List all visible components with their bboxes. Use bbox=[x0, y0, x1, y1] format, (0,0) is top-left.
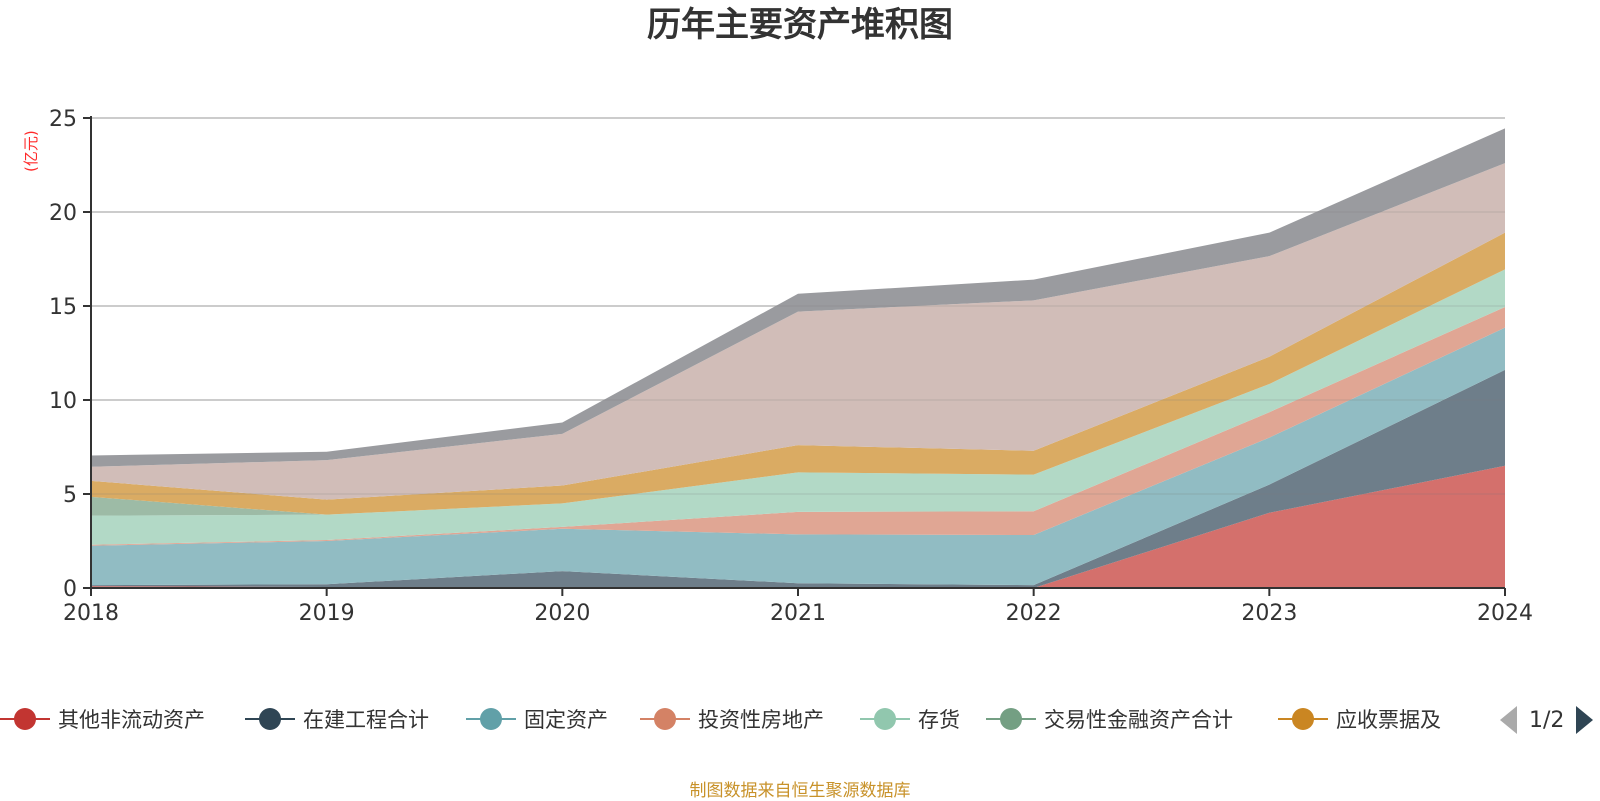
area-series-6[interactable] bbox=[91, 232, 1505, 515]
x-tick-label: 2024 bbox=[1477, 601, 1533, 626]
legend-marker-icon bbox=[986, 707, 1036, 731]
x-tick-label: 2020 bbox=[534, 601, 590, 626]
x-tick-label: 2018 bbox=[63, 601, 119, 626]
x-axis-ticks: 2018 2019 2020 2021 2022 2023 2024 bbox=[63, 588, 1533, 626]
legend-item[interactable]: 固定资产 bbox=[466, 700, 608, 738]
legend-label: 投资性房地产 bbox=[698, 708, 824, 732]
y-tick-label: 20 bbox=[49, 201, 77, 226]
y-tick-label: 15 bbox=[49, 295, 77, 320]
legend-label: 应收票据及 bbox=[1336, 708, 1441, 732]
legend-item[interactable]: 其他非流动资产 bbox=[0, 700, 205, 738]
chart-title: 历年主要资产堆积图 bbox=[647, 5, 953, 45]
legend-label: 其他非流动资产 bbox=[58, 708, 205, 732]
legend-label: 固定资产 bbox=[524, 708, 608, 732]
legend-item[interactable]: 投资性房地产 bbox=[640, 700, 824, 738]
legend: 其他非流动资产 在建工程合计 固定资产 投资性房地产 存货 交易性金融资产合计 应收票据及 bbox=[0, 700, 1600, 740]
legend-marker-icon bbox=[466, 707, 516, 731]
legend-pager: 1/2 bbox=[1500, 700, 1594, 740]
legend-label: 存货 bbox=[918, 708, 960, 732]
legend-marker-icon bbox=[640, 707, 690, 731]
x-tick-label: 2019 bbox=[299, 601, 355, 626]
area-series-2[interactable] bbox=[91, 327, 1505, 586]
legend-label: 在建工程合计 bbox=[303, 708, 429, 732]
legend-marker-icon bbox=[1278, 707, 1328, 731]
area-series-7[interactable] bbox=[91, 163, 1505, 500]
y-tick-label: 0 bbox=[63, 577, 77, 602]
x-tick-label: 2022 bbox=[1006, 601, 1062, 626]
legend-page-indicator: 1/2 bbox=[1529, 707, 1565, 733]
y-tick-label: 25 bbox=[49, 107, 77, 132]
area-series-4[interactable] bbox=[91, 269, 1505, 545]
legend-marker-icon bbox=[245, 707, 295, 731]
area-series-3[interactable] bbox=[91, 306, 1505, 546]
legend-item[interactable]: 应收票据及 bbox=[1278, 700, 1441, 738]
triangle-right-icon[interactable] bbox=[1576, 706, 1594, 734]
legend-item[interactable]: 存货 bbox=[860, 700, 960, 738]
y-tick-label: 10 bbox=[49, 389, 77, 414]
y-axis-ticks: 0 5 10 15 20 25 bbox=[49, 107, 91, 602]
x-tick-label: 2021 bbox=[770, 601, 826, 626]
stacked-area-chart: 0 5 10 15 20 25 2018 2019 2020 2021 2022 2023 2024 bbox=[49, 107, 1533, 626]
legend-item[interactable]: 交易性金融资产合计 bbox=[986, 700, 1233, 738]
triangle-left-icon[interactable] bbox=[1500, 706, 1517, 734]
data-source-note: 制图数据来自恒生聚源数据库 bbox=[689, 781, 911, 801]
legend-marker-icon bbox=[0, 707, 50, 731]
legend-marker-icon bbox=[860, 707, 910, 731]
area-series-8[interactable] bbox=[91, 128, 1505, 467]
area-series bbox=[91, 117, 1505, 588]
area-series-0[interactable] bbox=[91, 465, 1505, 588]
y-tick-label: 5 bbox=[63, 483, 77, 508]
x-tick-label: 2023 bbox=[1241, 601, 1297, 626]
legend-label: 交易性金融资产合计 bbox=[1044, 708, 1233, 732]
legend-item[interactable]: 在建工程合计 bbox=[245, 700, 429, 738]
